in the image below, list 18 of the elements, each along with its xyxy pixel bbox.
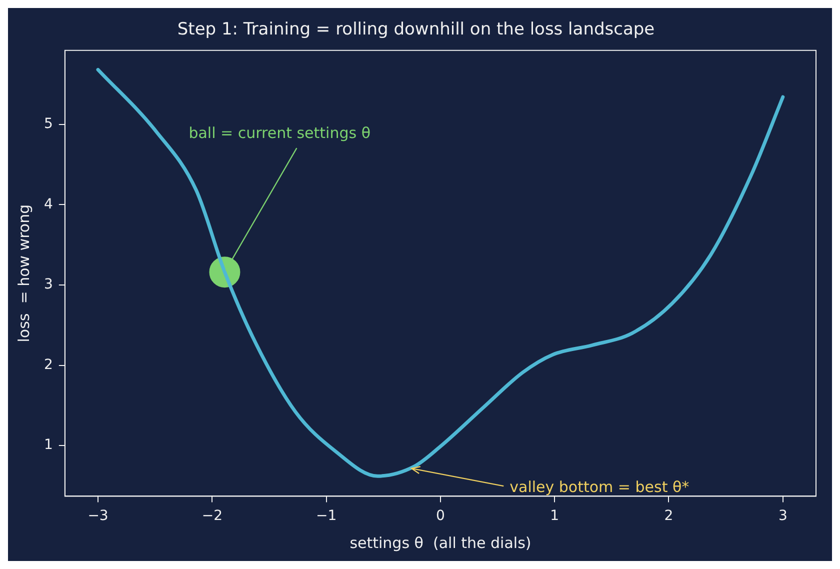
x-tick-label: 3 (778, 508, 788, 524)
line-series (96, 68, 785, 478)
annotation: valley bottom = best θ* (510, 478, 690, 496)
x-tick-label: −3 (88, 508, 108, 524)
y-tick-label: 4 (44, 196, 53, 212)
y-tick-label: 1 (44, 437, 53, 454)
annotation: ball = current settings θ (188, 124, 371, 142)
x-tick-label: 2 (664, 508, 674, 524)
y-tick-label: 5 (44, 116, 53, 132)
x-tick-label: 0 (436, 508, 445, 524)
x-axis-title: settings θ (all the dials) (350, 534, 532, 552)
y-tick-label: 2 (44, 356, 53, 373)
x-tick-label: −2 (202, 508, 222, 524)
y-tick-label: 3 (44, 276, 53, 293)
x-tick-label: 1 (550, 508, 560, 524)
x-tick-label: −1 (316, 508, 337, 524)
chart-title: Step 1: Training = rolling downhill on the loss landscape (177, 20, 655, 40)
y-axis-title: loss = how wrong (14, 204, 33, 342)
